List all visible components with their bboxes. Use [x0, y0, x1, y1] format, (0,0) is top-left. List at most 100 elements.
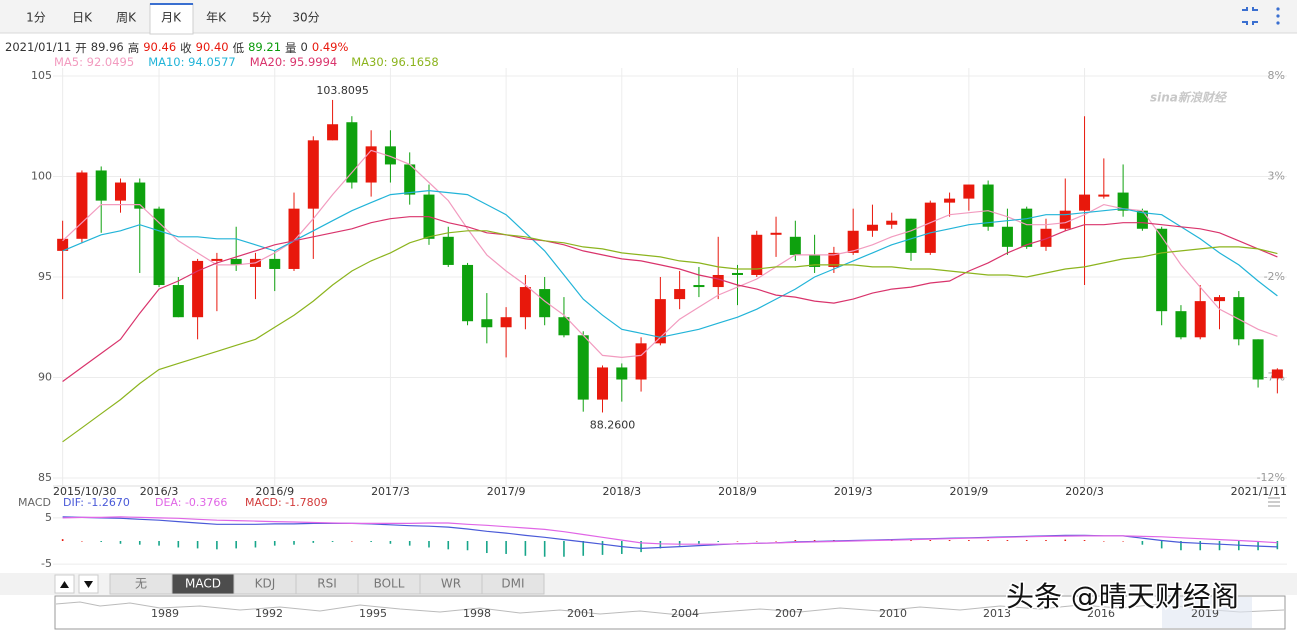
candle-body [654, 299, 666, 344]
extreme-label: 103.8095 [316, 84, 369, 97]
up-arrow [60, 581, 69, 588]
info-label: 低 [232, 41, 245, 55]
info-value: 90.40 [195, 40, 229, 54]
macd-bar [273, 541, 276, 546]
macd-bar [1180, 541, 1182, 551]
y2-tick-label: 8% [1268, 69, 1285, 82]
macd-bar [929, 540, 932, 541]
candle-body [1175, 311, 1187, 338]
info-label: 收 [180, 41, 192, 55]
candle-body [1252, 339, 1264, 380]
navigator-year: 2019 [1191, 607, 1219, 620]
candle-body [230, 258, 242, 265]
x-tick-label: 2016/3 [140, 485, 179, 498]
info-value: 89.96 [90, 40, 124, 54]
macd-bar [466, 541, 469, 551]
timeframe-tab[interactable]: 日K [72, 11, 93, 25]
candle-body [963, 184, 975, 199]
settings-icon[interactable] [1268, 497, 1280, 507]
info-value: 90.46 [143, 40, 177, 54]
macd-bar [1045, 540, 1047, 541]
indicator-tab[interactable]: WR [441, 577, 461, 591]
info-value: 89.21 [248, 40, 282, 54]
candle-body [211, 258, 223, 261]
navigator-year: 1992 [255, 607, 283, 620]
indicator-tab[interactable]: BOLL [374, 577, 405, 591]
y2-tick-label: 3% [1268, 170, 1285, 183]
macd-bar [235, 541, 237, 549]
x-tick-label: 2019/9 [950, 485, 989, 498]
info-label: 高 [127, 41, 140, 55]
info-date: 2021/01/11 [5, 40, 72, 54]
navigator-year: 2004 [671, 607, 699, 620]
x-tick-label: 2017/9 [487, 485, 526, 498]
navigator-window[interactable] [1162, 597, 1252, 628]
candle-body [1059, 210, 1071, 229]
timeframe-tab[interactable]: 30分 [292, 11, 319, 25]
y-tick-label: 95 [38, 270, 52, 283]
candle-body [1271, 369, 1283, 379]
macd-bar [177, 541, 180, 548]
candle-body [1136, 210, 1148, 229]
timeframe-tab[interactable]: 周K [116, 11, 137, 25]
candle-body [577, 335, 589, 400]
macd-bar [331, 541, 334, 542]
navigator[interactable] [54, 595, 1286, 630]
legend-entry: MA20: 95.9994 [249, 55, 338, 69]
candle-body [114, 182, 126, 201]
timeframe-tab[interactable]: 年K [206, 11, 227, 25]
candle-body [905, 218, 917, 253]
candle-body [519, 287, 531, 318]
candle-body [442, 236, 454, 265]
navigator-year: 1995 [359, 607, 387, 620]
macd-bar [138, 541, 141, 545]
candle-body [828, 252, 840, 267]
candle-body [635, 343, 647, 380]
candle-body [172, 285, 184, 318]
candle-body [539, 289, 551, 318]
macd-bar [216, 541, 218, 550]
indicator-tab[interactable]: RSI [317, 577, 337, 591]
timeframe-tab[interactable]: 5分 [252, 11, 272, 25]
navigator-year: 2013 [983, 607, 1011, 620]
x-tick-label: 2016/9 [255, 485, 294, 498]
menu-icon[interactable] [1276, 7, 1280, 25]
macd-bar [351, 541, 353, 542]
macd-legend: MACD: -1.7809 [245, 496, 328, 509]
candle-body [597, 367, 609, 400]
info-label: 开 [75, 41, 87, 55]
candle-body [616, 367, 628, 380]
macd-bar [100, 541, 103, 542]
indicator-tab[interactable]: DMI [501, 577, 524, 591]
candle-body [404, 164, 416, 195]
macd-bar [563, 541, 565, 557]
indicator-tab[interactable]: 无 [135, 577, 147, 591]
candle-body [307, 140, 319, 209]
macd-bar [196, 541, 199, 549]
timeframe-tab[interactable]: 月K [161, 11, 182, 25]
candle-body [866, 224, 878, 231]
extreme-label: 88.2600 [590, 418, 636, 431]
timeframe-tab[interactable]: 1分 [26, 11, 46, 25]
indicator-tab[interactable]: KDJ [255, 577, 276, 591]
candle-body [886, 220, 898, 225]
macd-bar [428, 541, 430, 548]
indicator-tab[interactable]: MACD [185, 577, 221, 591]
x-tick-label: 2018/3 [602, 485, 641, 498]
candle-body [1233, 297, 1245, 340]
macd-bar [1006, 540, 1009, 541]
macd-bar [620, 541, 623, 554]
y-tick-label: 100 [31, 170, 52, 183]
macd-bar [81, 541, 83, 542]
macd-bar [1122, 541, 1124, 542]
down-arrow [84, 581, 93, 588]
macd-bar [1064, 539, 1067, 541]
macd-bar [293, 541, 295, 545]
candle-body [770, 232, 782, 235]
candle-body [712, 274, 724, 288]
candle-body [153, 208, 165, 286]
y-tick-label: -5 [41, 557, 52, 570]
candle-body [269, 258, 281, 269]
expand-icon[interactable] [1242, 7, 1258, 25]
